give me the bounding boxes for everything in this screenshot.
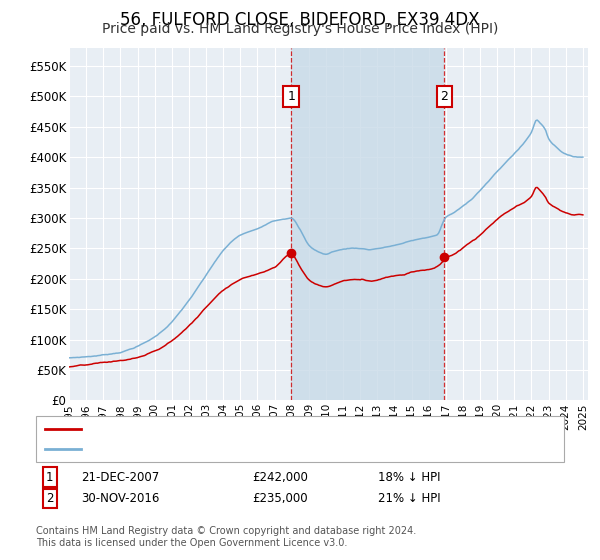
Text: £242,000: £242,000 [252,470,308,484]
Text: Price paid vs. HM Land Registry's House Price Index (HPI): Price paid vs. HM Land Registry's House … [102,22,498,36]
Text: 21% ↓ HPI: 21% ↓ HPI [378,492,440,505]
Text: 56, FULFORD CLOSE, BIDEFORD, EX39 4DX: 56, FULFORD CLOSE, BIDEFORD, EX39 4DX [120,11,480,29]
Text: 18% ↓ HPI: 18% ↓ HPI [378,470,440,484]
Text: 2: 2 [46,492,53,505]
Text: 21-DEC-2007: 21-DEC-2007 [81,470,159,484]
Text: HPI: Average price, detached house, Torridge: HPI: Average price, detached house, Torr… [90,442,356,455]
Text: 2: 2 [440,90,448,103]
Text: 56, FULFORD CLOSE, BIDEFORD, EX39 4DX (detached house): 56, FULFORD CLOSE, BIDEFORD, EX39 4DX (d… [90,422,452,435]
Text: £235,000: £235,000 [252,492,308,505]
Text: 1: 1 [287,90,295,103]
Text: 30-NOV-2016: 30-NOV-2016 [81,492,160,505]
Text: Contains HM Land Registry data © Crown copyright and database right 2024.
This d: Contains HM Land Registry data © Crown c… [36,526,416,548]
Text: 1: 1 [46,470,53,484]
Bar [291,48,445,400]
